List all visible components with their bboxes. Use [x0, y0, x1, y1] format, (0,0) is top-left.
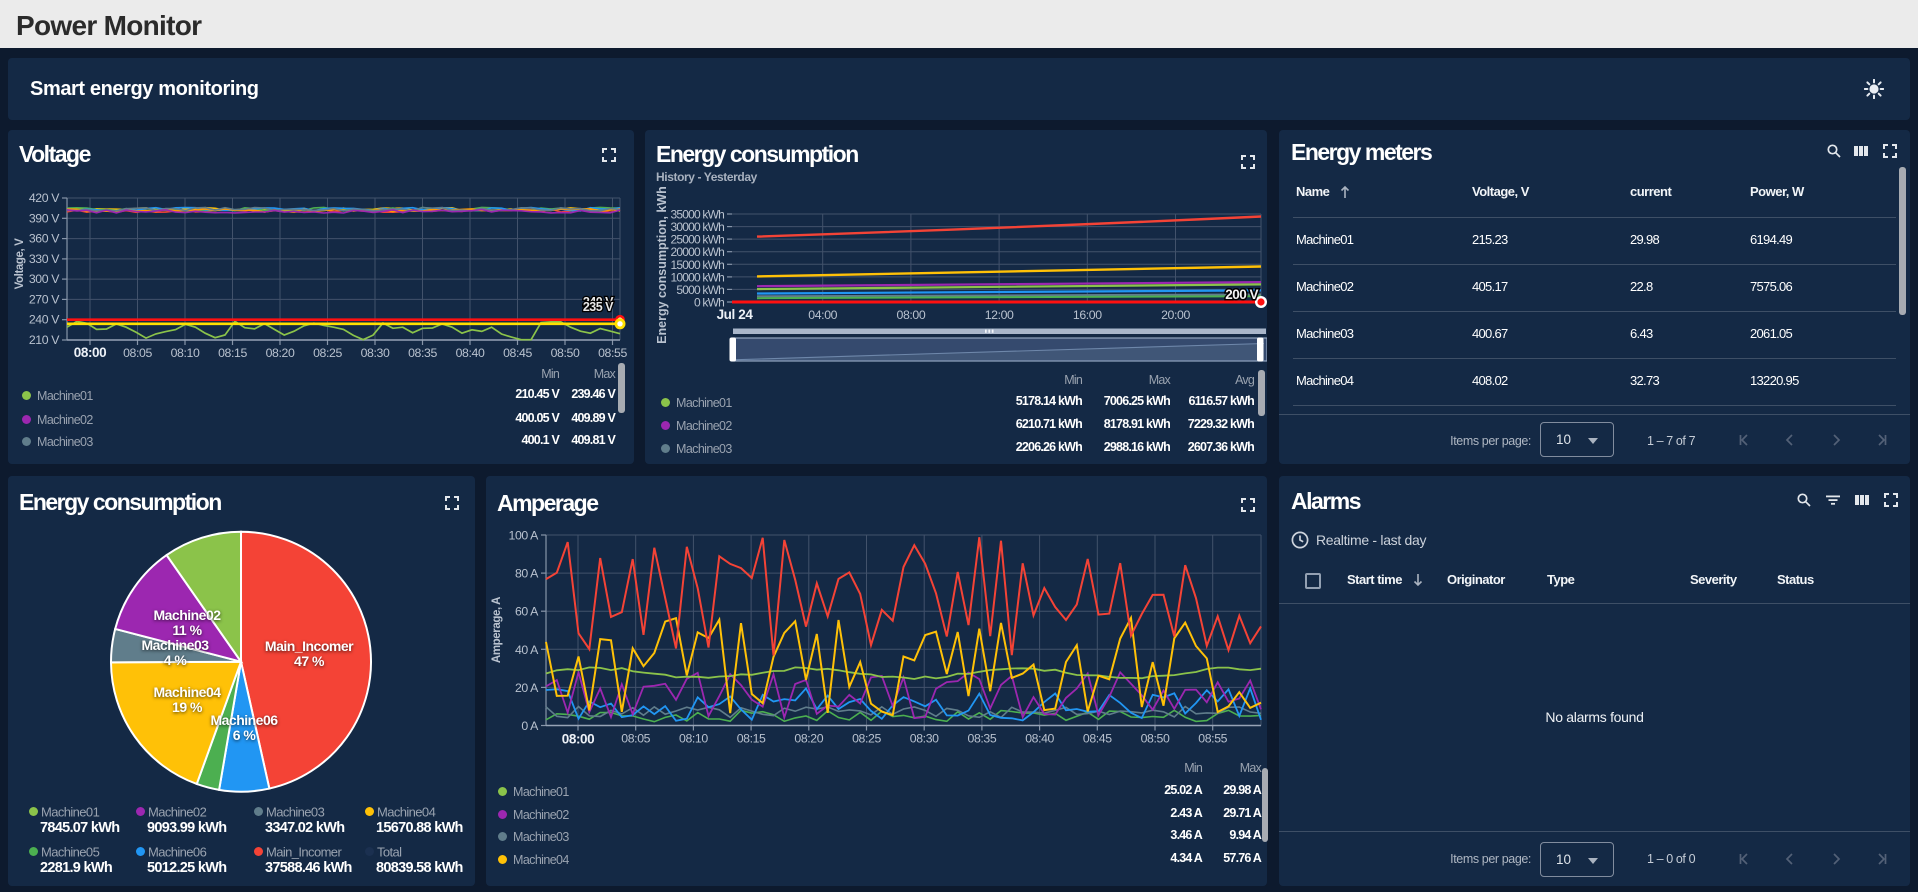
svg-text:08:15: 08:15 [218, 346, 247, 360]
svg-text:35000 kWh: 35000 kWh [670, 208, 724, 222]
svg-text:0 kWh: 0 kWh [694, 296, 724, 310]
svg-text:10000 kWh: 10000 kWh [670, 270, 724, 284]
svg-text:15000 kWh: 15000 kWh [670, 258, 724, 272]
svg-text:330 V: 330 V [29, 252, 60, 266]
svg-text:240 V: 240 V [29, 313, 60, 327]
svg-text:08:30: 08:30 [361, 346, 390, 360]
svg-text:Voltage, V: Voltage, V [14, 238, 26, 289]
svg-text:08:00: 08:00 [897, 308, 926, 322]
svg-text:08:35: 08:35 [968, 732, 997, 746]
svg-text:08:45: 08:45 [503, 346, 532, 360]
svg-text:08:45: 08:45 [1083, 732, 1112, 746]
svg-text:08:40: 08:40 [456, 346, 485, 360]
svg-text:08:10: 08:10 [679, 732, 708, 746]
svg-text:420 V: 420 V [29, 191, 60, 205]
svg-text:20000 kWh: 20000 kWh [670, 245, 724, 259]
svg-text:04:00: 04:00 [808, 308, 837, 322]
svg-text:270 V: 270 V [29, 292, 60, 306]
svg-text:08:30: 08:30 [910, 732, 939, 746]
svg-text:Jul 24: Jul 24 [717, 307, 754, 322]
svg-text:20 A: 20 A [515, 681, 539, 695]
svg-text:100 A: 100 A [509, 529, 540, 543]
svg-text:08:00: 08:00 [562, 732, 595, 747]
svg-text:25000 kWh: 25000 kWh [670, 233, 724, 247]
svg-text:Amperage, A: Amperage, A [491, 597, 503, 663]
svg-text:80 A: 80 A [515, 567, 539, 581]
svg-text:08:05: 08:05 [621, 732, 650, 746]
svg-text:235 V: 235 V [583, 300, 614, 314]
svg-text:5000 kWh: 5000 kWh [676, 283, 724, 297]
svg-text:Energy consumption, kWh: Energy consumption, kWh [655, 186, 669, 344]
svg-text:08:25: 08:25 [313, 346, 342, 360]
svg-text:60 A: 60 A [515, 605, 539, 619]
svg-text:40 A: 40 A [515, 643, 539, 657]
svg-text:210 V: 210 V [29, 333, 60, 347]
svg-text:0 A: 0 A [521, 719, 539, 733]
svg-text:08:20: 08:20 [266, 346, 295, 360]
svg-text:300 V: 300 V [29, 272, 60, 286]
svg-text:08:55: 08:55 [598, 346, 627, 360]
svg-text:08:25: 08:25 [852, 732, 881, 746]
svg-text:390 V: 390 V [29, 211, 60, 225]
svg-text:08:40: 08:40 [1025, 732, 1054, 746]
svg-text:20:00: 20:00 [1161, 308, 1190, 322]
svg-text:08:20: 08:20 [794, 732, 823, 746]
svg-text:30000 kWh: 30000 kWh [670, 220, 724, 234]
svg-text:08:55: 08:55 [1198, 732, 1227, 746]
svg-text:16:00: 16:00 [1073, 308, 1102, 322]
svg-text:08:05: 08:05 [123, 346, 152, 360]
svg-text:360 V: 360 V [29, 232, 60, 246]
svg-text:08:00: 08:00 [74, 345, 107, 360]
svg-text:12:00: 12:00 [985, 308, 1014, 322]
svg-text:200 V: 200 V [1225, 287, 1258, 302]
svg-text:08:10: 08:10 [171, 346, 200, 360]
svg-text:240 V: 240 V [583, 295, 614, 309]
svg-text:08:35: 08:35 [408, 346, 437, 360]
svg-text:08:50: 08:50 [1141, 732, 1170, 746]
svg-text:08:50: 08:50 [551, 346, 580, 360]
svg-text:08:15: 08:15 [737, 732, 766, 746]
